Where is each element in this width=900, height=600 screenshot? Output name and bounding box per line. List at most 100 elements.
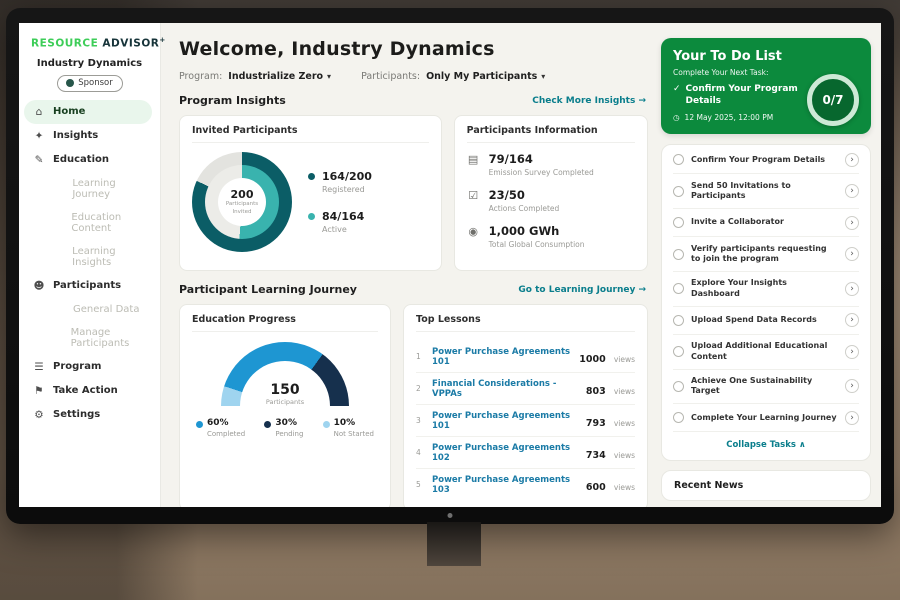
chevron-right-icon[interactable]: › [845,344,859,359]
lessons-list: 1 Power Purchase Agreements 101 1000 vie… [416,341,635,500]
info-value: 1,000 GWh [488,224,560,238]
sidebar: RESOURCE ADVISOR+ Industry Dynamics Spon… [19,23,165,507]
todo-next-task[interactable]: ✓ Confirm Your Program Details [673,84,805,107]
gauge-legend-item: 30% Pending [264,418,303,438]
check-icon: ✓ [673,84,681,94]
collapse-tasks-button[interactable]: Collapse Tasks ∧ [726,440,806,451]
sidebar-item[interactable]: General Data [19,298,160,321]
task-checkbox[interactable] [673,412,684,424]
chevron-right-icon[interactable]: › [845,215,859,230]
insights-cards: Invited Participants 200 Participants In… [179,115,648,271]
lesson-title-link[interactable]: Power Purchase Agreements 102 [432,442,571,463]
sidebar-item[interactable]: ☰ Program [19,355,160,379]
participants-select[interactable]: Participants: Only My Participants ▾ [361,71,545,82]
sponsor-icon [66,79,75,87]
education-progress-gauge: 150 Participants [221,342,349,406]
lesson-title-link[interactable]: Power Purchase Agreements 101 [432,410,571,431]
task-checkbox[interactable] [673,248,684,260]
sidebar-item[interactable]: ⚙ Settings [19,403,160,427]
card-title: Education Progress [192,314,378,332]
lesson-row[interactable]: 3 Power Purchase Agreements 101 793 view… [416,405,635,437]
power-led [447,513,453,518]
section-title: Participant Learning Journey [179,283,357,296]
lesson-row[interactable]: 2 Financial Considerations - VPPAs 803 v… [416,373,635,405]
donut-legend: 164/200 Registered 84/164 Active [308,170,372,234]
section-title: Program Insights [179,94,286,107]
main-content: Welcome, Industry Dynamics Program: Indu… [161,23,661,507]
sidebar-item[interactable]: ✎ Education [19,148,160,172]
chevron-right-icon[interactable]: › [845,281,859,296]
chevron-right-icon[interactable]: › [845,313,859,328]
task-checkbox[interactable] [673,314,684,326]
chevron-right-icon[interactable]: › [845,152,859,167]
task-checkbox[interactable] [673,380,684,392]
task-row[interactable]: Achieve One Sustainability Target › [673,370,859,405]
lesson-title-link[interactable]: Financial Considerations - VPPAs [432,378,557,399]
legend-dot [308,173,315,180]
sidebar-item[interactable]: Manage Participants [19,321,160,355]
info-row: ▤ 79/164 Emission Survey Completed [467,152,635,177]
task-checkbox[interactable] [673,185,684,197]
task-row[interactable]: Complete Your Learning Journey › [673,404,859,433]
participants-value: Only My Participants [426,71,538,82]
recent-news-header: Recent News [661,470,871,502]
task-row[interactable]: Send 50 Invitations to Participants › [673,174,859,210]
legend-value: 84/164 [322,210,365,223]
chevron-right-icon[interactable]: › [845,379,859,394]
logo-secondary: ADVISOR [102,37,160,50]
chevron-right-icon[interactable]: › [845,184,859,199]
sidebar-item[interactable]: ✦ Insights [19,124,160,148]
sidebar-item[interactable]: ⌂ Home [24,99,152,124]
gauge-legend: 60% Completed 30% Pending [192,406,378,438]
task-row[interactable]: Verify participants requesting to join t… [673,237,859,272]
task-row[interactable]: Invite a Collaborator › [673,209,859,238]
logo-plus: + [159,36,166,44]
go-to-learning-journey-link[interactable]: Go to Learning Journey → [518,284,646,295]
legend-dot [308,213,315,220]
task-row[interactable]: Upload Additional Educational Content › [673,335,859,370]
lesson-views-count: 1000 [579,354,606,365]
info-label: Actions Completed [488,204,560,213]
lesson-title-link[interactable]: Power Purchase Agreements 101 [432,346,571,367]
lesson-title-link[interactable]: Power Purchase Agreements 103 [432,474,571,495]
program-select[interactable]: Program: Industrialize Zero ▾ [179,71,331,82]
chevron-right-icon[interactable]: › [845,410,859,425]
filter-bar: Program: Industrialize Zero ▾ Participan… [179,71,648,82]
sidebar-item-label: Learning Journey [72,177,116,200]
task-checkbox[interactable] [673,283,684,295]
sidebar-item[interactable]: ☻ Participants [19,274,160,298]
card-title: Top Lessons [416,314,635,332]
page-title: Welcome, Industry Dynamics [179,38,495,60]
task-label: Complete Your Learning Journey [691,412,837,422]
card-title: Invited Participants [192,125,429,143]
chevron-right-icon[interactable]: › [845,247,859,262]
info-row: ☑ 23/50 Actions Completed [467,188,635,213]
sidebar-item-label: General Data [73,303,140,315]
task-checkbox[interactable] [673,154,684,166]
gauge-value: 150 [270,382,300,398]
tasks-card: Confirm Your Program Details › Send 50 I… [661,144,871,462]
sidebar-item[interactable]: Learning Journey [19,172,160,206]
gauge-label: Participants [265,398,305,406]
sidebar-item-label: Program [53,361,102,372]
sidebar-item-label: Participants [53,280,122,291]
info-value: 23/50 [488,188,525,202]
task-label: Confirm Your Program Details [691,154,826,164]
task-checkbox[interactable] [673,217,684,229]
task-row[interactable]: Confirm Your Program Details › [673,146,859,175]
sidebar-item[interactable]: Learning Insights [19,240,160,274]
task-row[interactable]: Explore Your Insights Dashboard › [673,272,859,307]
org-name: Industry Dynamics [36,57,143,69]
sidebar-item-label: Home [53,106,86,117]
sidebar-item[interactable]: Education Content [19,206,160,240]
sidebar-item[interactable]: ⚑ Take Action [19,379,160,403]
lesson-views-word: views [613,419,635,428]
check-more-insights-link[interactable]: Check More Insights → [532,95,646,106]
task-checkbox[interactable] [673,346,684,358]
lesson-row[interactable]: 4 Power Purchase Agreements 102 734 view… [416,437,635,469]
legend-label: Pending [275,430,304,438]
lesson-row[interactable]: 1 Power Purchase Agreements 101 1000 vie… [416,341,635,373]
task-row[interactable]: Upload Spend Data Records › [673,307,859,335]
lesson-row[interactable]: 5 Power Purchase Agreements 103 600 view… [416,469,635,500]
lesson-views-count: 803 [585,386,606,397]
